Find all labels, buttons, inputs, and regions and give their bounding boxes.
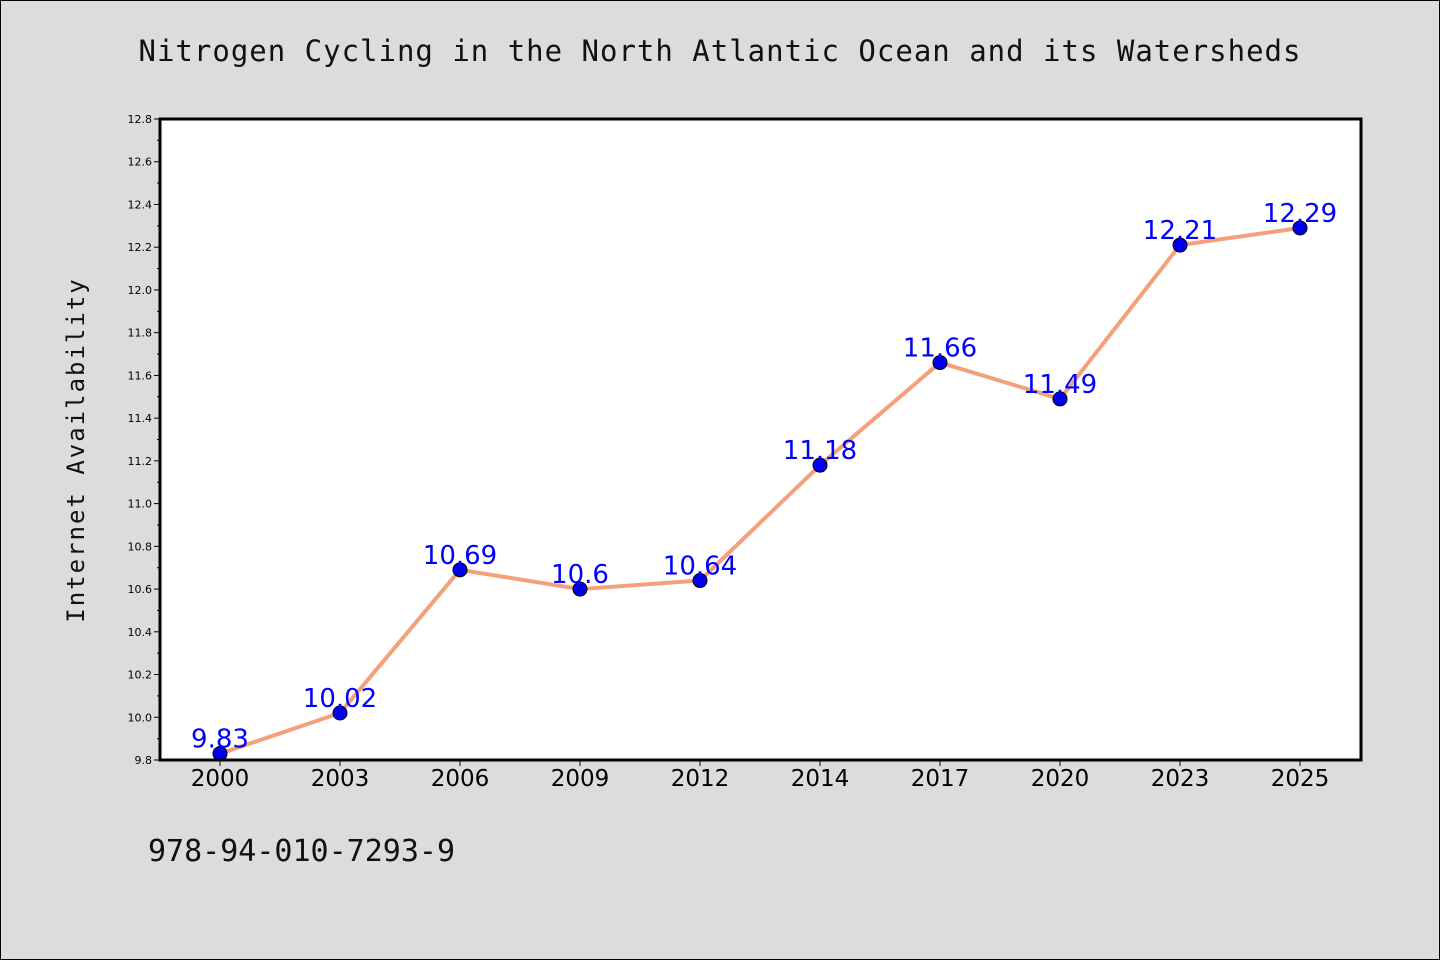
y-tick-label: 11.6 <box>128 369 153 382</box>
x-tick-label: 2023 <box>1151 766 1210 792</box>
data-label: 11.66 <box>903 334 977 364</box>
y-tick-label: 10.4 <box>128 626 153 639</box>
y-tick-label: 11.8 <box>128 327 153 340</box>
data-point <box>452 562 468 578</box>
x-tick-label: 2006 <box>431 766 490 792</box>
y-tick-label: 11.4 <box>128 412 153 425</box>
y-tick-label: 12.0 <box>128 284 153 297</box>
data-label: 11.18 <box>783 436 857 466</box>
x-tick-label: 2020 <box>1031 766 1090 792</box>
series-line <box>218 225 1302 756</box>
series-layer <box>212 220 1308 762</box>
plot-border <box>158 117 1363 762</box>
plot-area <box>160 119 1361 760</box>
x-axis-ticks: 2000 2003 2006 2009 2012 2014 2017 2020 2023 2025 <box>191 760 1330 792</box>
x-tick-label: 2017 <box>911 766 970 792</box>
data-point <box>1172 237 1188 253</box>
y-tick-label: 12.6 <box>128 156 153 169</box>
data-label: 11.49 <box>1023 370 1097 400</box>
y-tick-label: 12.8 <box>128 113 153 126</box>
y-tick-label: 10.8 <box>128 540 153 553</box>
y-tick-label: 10.6 <box>128 583 153 596</box>
data-point <box>1052 391 1068 407</box>
y-tick-label: 11.0 <box>128 498 153 511</box>
y-tick-label: 11.2 <box>128 455 153 468</box>
x-tick-label: 2025 <box>1271 766 1330 792</box>
data-labels-layer: 9.83 10.02 10.69 10.6 10.64 11.18 11.66 11.49 12… <box>191 199 1337 755</box>
data-point <box>812 457 828 473</box>
data-label: 10.64 <box>663 552 737 582</box>
y-tick-label: 10.2 <box>128 669 153 682</box>
data-label: 12.21 <box>1143 216 1217 246</box>
data-point <box>332 705 348 721</box>
data-label: 12.29 <box>1263 199 1337 229</box>
x-tick-label: 2000 <box>191 766 250 792</box>
y-tick-label: 10.0 <box>128 711 153 724</box>
data-point <box>572 581 588 597</box>
y-tick-label: 12.2 <box>128 241 153 254</box>
x-tick-label: 2009 <box>551 766 610 792</box>
footer-isbn: 978-94-010-7293-9 <box>148 834 456 869</box>
y-tick-label: 12.4 <box>128 198 153 211</box>
data-point <box>692 573 708 589</box>
y-axis-ticks: 9.8 10.0 10.2 10.4 10.6 10.8 11.0 11.2 11.4 11.6 1… <box>128 113 160 767</box>
data-label: 9.83 <box>191 725 249 755</box>
data-point <box>932 355 948 371</box>
data-label: 10.69 <box>423 541 497 571</box>
y-tick-label: 9.8 <box>135 754 153 767</box>
data-point <box>1292 220 1308 236</box>
x-tick-label: 2003 <box>311 766 370 792</box>
data-label: 10.02 <box>303 684 377 714</box>
data-label: 10.6 <box>551 560 609 590</box>
x-tick-label: 2012 <box>671 766 730 792</box>
x-tick-label: 2014 <box>791 766 850 792</box>
chart-title: Nitrogen Cycling in the North Atlantic O… <box>138 34 1302 68</box>
